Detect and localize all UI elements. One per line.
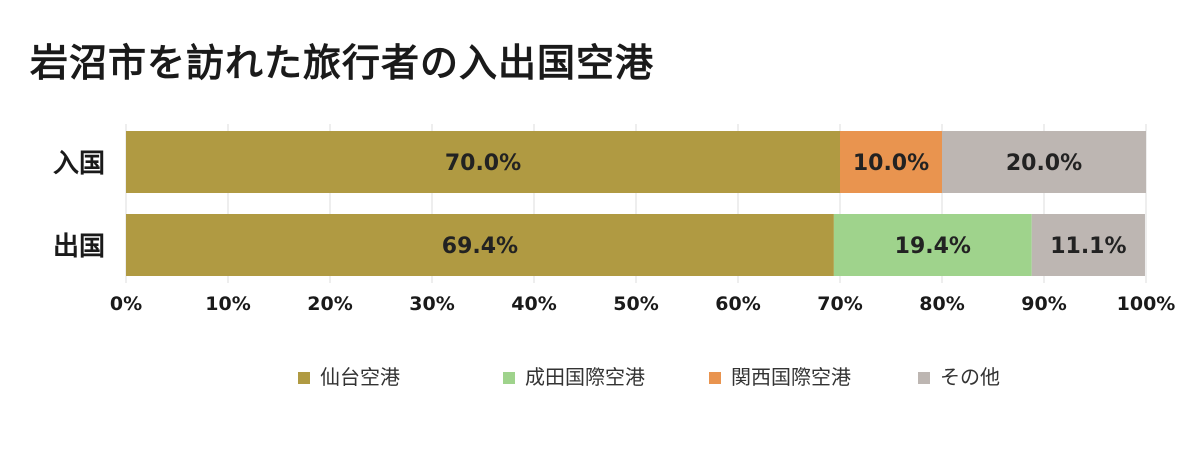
data-label: 70.0%: [445, 151, 521, 176]
x-tick-label: 40%: [511, 293, 556, 315]
bar-segment: [840, 131, 942, 193]
chart-title: 岩沼市を訪れた旅行者の入出国空港: [30, 41, 655, 85]
bar-segment: [942, 131, 1146, 193]
legend-label: 成田国際空港: [525, 365, 645, 389]
bar-segment: [126, 214, 834, 276]
legend-swatch: [918, 372, 930, 384]
bar-segment: [833, 214, 1032, 276]
x-tick-label: 0%: [110, 293, 142, 315]
category-label: 入国: [53, 149, 105, 179]
data-label: 10.0%: [853, 151, 929, 176]
x-tick-label: 30%: [409, 293, 454, 315]
data-label: 19.4%: [895, 234, 971, 259]
data-label: 11.1%: [1050, 234, 1126, 259]
x-tick-label: 20%: [307, 293, 352, 315]
data-label: 69.4%: [442, 234, 518, 259]
x-tick-label: 10%: [205, 293, 250, 315]
legend-swatch: [503, 372, 515, 384]
legend-swatch: [298, 372, 310, 384]
data-label: 20.0%: [1006, 151, 1082, 176]
x-tick-label: 50%: [613, 293, 658, 315]
x-tick-label: 90%: [1021, 293, 1066, 315]
legend-swatch: [709, 372, 721, 384]
x-tick-label: 100%: [1117, 293, 1176, 315]
bar-segment: [126, 131, 840, 193]
bar-segment: [1031, 214, 1145, 276]
legend-label: その他: [940, 365, 1000, 389]
legend-label: 関西国際空港: [731, 365, 851, 389]
legend-label: 仙台空港: [320, 365, 400, 389]
category-label: 出国: [53, 232, 105, 262]
x-tick-label: 60%: [715, 293, 760, 315]
x-tick-label: 70%: [817, 293, 862, 315]
x-tick-label: 80%: [919, 293, 964, 315]
